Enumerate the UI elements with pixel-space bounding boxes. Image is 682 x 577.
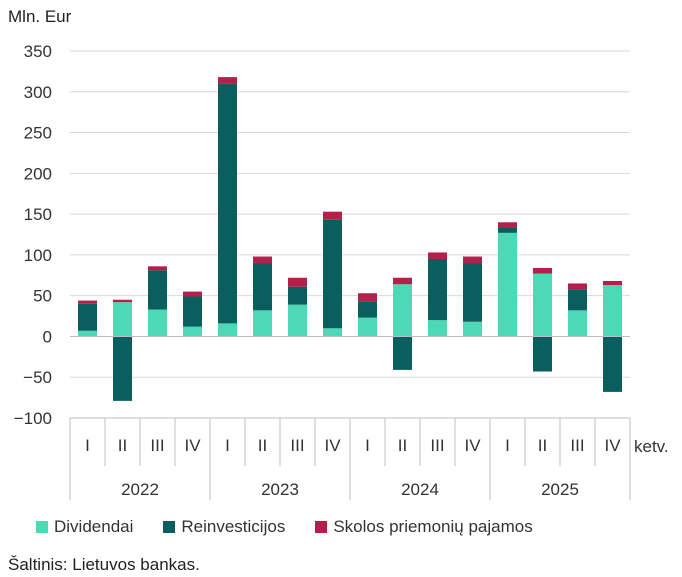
quarter-label: I [365,436,370,455]
bar-skolos-1 [113,299,132,303]
legend-swatch-skolos [315,521,328,533]
quarter-label: IV [464,436,481,455]
y-tick-label: 300 [24,83,52,102]
bar-dividendai-6 [288,304,307,337]
bar-dividendai-2 [148,309,167,337]
y-tick-label: −100 [14,409,52,428]
bar-skolos-7 [323,211,342,220]
bar-reinvesticijos-5 [253,263,272,311]
quarter-label: III [430,436,444,455]
bar-skolos-14 [568,283,587,290]
quarter-label: I [85,436,90,455]
legend-item-reinvesticijos: Reinvesticijos [163,517,285,537]
quarter-label: II [538,436,547,455]
y-unit-label: Mln. Eur [8,7,72,26]
bar-reinvesticijos-9 [393,336,412,370]
y-tick-label: 150 [24,205,52,224]
quarter-label: I [505,436,510,455]
quarter-label: IV [184,436,201,455]
bar-skolos-6 [288,277,307,287]
year-label: 2025 [541,480,579,499]
quarter-label: III [290,436,304,455]
bars [78,77,622,401]
quarter-label: II [118,436,127,455]
bar-skolos-11 [463,256,482,264]
y-tick-label: 0 [43,327,52,346]
legend-item-skolos: Skolos priemonių pajamos [315,517,533,537]
bar-dividendai-8 [358,317,377,337]
legend-label-dividendai: Dividendai [54,517,134,536]
bar-dividendai-11 [463,321,482,337]
bar-dividendai-7 [323,328,342,337]
bar-skolos-3 [183,291,202,297]
bar-reinvesticijos-13 [533,336,552,372]
bar-dividendai-15 [603,285,622,337]
year-label: 2022 [121,480,159,499]
bar-reinvesticijos-8 [358,301,377,318]
bar-skolos-12 [498,222,517,228]
bar-skolos-8 [358,293,377,302]
bar-reinvesticijos-10 [428,258,447,321]
bar-reinvesticijos-6 [288,286,307,305]
bar-dividendai-12 [498,232,517,337]
bar-reinvesticijos-3 [183,296,202,327]
bar-reinvesticijos-1 [113,336,132,401]
legend-swatch-reinvesticijos [163,521,176,533]
quarter-label: III [570,436,584,455]
bar-skolos-15 [603,280,622,286]
bar-dividendai-3 [183,326,202,337]
bar-reinvesticijos-4 [218,83,237,324]
bar-skolos-13 [533,267,552,274]
bar-dividendai-1 [113,302,132,337]
quarter-label: II [398,436,407,455]
year-label: 2024 [401,480,439,499]
bar-dividendai-0 [78,330,97,337]
bar-reinvesticijos-14 [568,289,587,311]
quarter-label: IV [324,436,341,455]
legend-label-reinvesticijos: Reinvesticijos [181,517,286,536]
bar-dividendai-9 [393,284,412,337]
quarter-label: IV [604,436,621,455]
bar-reinvesticijos-7 [323,219,342,329]
bar-skolos-4 [218,77,237,84]
bar-dividendai-10 [428,320,447,337]
bar-reinvesticijos-12 [498,227,517,233]
bar-dividendai-5 [253,310,272,337]
year-label: 2023 [261,480,299,499]
bar-dividendai-13 [533,273,552,337]
bar-dividendai-14 [568,310,587,337]
legend-item-dividendai: Dividendai [36,517,133,537]
bar-skolos-5 [253,256,272,264]
legend: Dividendai Reinvesticijos Skolos priemon… [36,517,563,537]
legend-label-skolos: Skolos priemonių pajamos [333,517,533,536]
quarter-label: I [225,436,230,455]
quarter-label: II [258,436,267,455]
bar-reinvesticijos-2 [148,270,167,310]
bar-skolos-0 [78,300,97,304]
bar-dividendai-4 [218,323,237,337]
y-tick-label: 350 [24,42,52,61]
y-tick-label: 250 [24,124,52,143]
bar-skolos-10 [428,252,447,259]
bar-reinvesticijos-15 [603,336,622,392]
source-note: Šaltinis: Lietuvos bankas. [8,555,200,574]
bar-skolos-2 [148,266,167,271]
y-tick-label: −50 [23,368,52,387]
quarter-label: III [150,436,164,455]
y-tick-label: 100 [24,246,52,265]
x-axis-suffix: ketv. [634,437,669,456]
y-tick-label: 50 [33,287,52,306]
bar-skolos-9 [393,277,412,285]
legend-swatch-dividendai [36,521,48,533]
bar-reinvesticijos-0 [78,303,97,331]
y-tick-label: 200 [24,164,52,183]
y-axis-ticks: −100 −50 0 50 100 150 200 250 300 350 [14,42,52,428]
bar-reinvesticijos-11 [463,263,482,322]
